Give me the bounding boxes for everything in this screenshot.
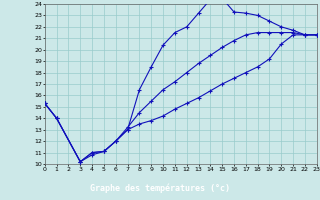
Text: Graphe des températures (°c): Graphe des températures (°c) xyxy=(90,184,230,193)
